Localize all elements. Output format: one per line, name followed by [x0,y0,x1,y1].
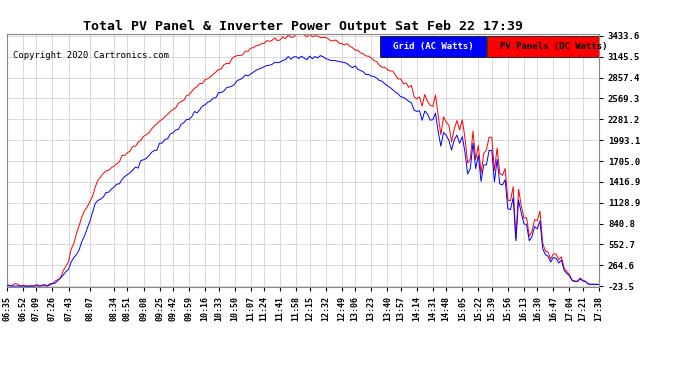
FancyBboxPatch shape [380,36,486,57]
Text: PV Panels (DC Watts): PV Panels (DC Watts) [500,42,607,51]
FancyBboxPatch shape [487,36,620,57]
Title: Total PV Panel & Inverter Power Output Sat Feb 22 17:39: Total PV Panel & Inverter Power Output S… [83,20,523,33]
Text: Copyright 2020 Cartronics.com: Copyright 2020 Cartronics.com [13,51,168,60]
Text: Grid (AC Watts): Grid (AC Watts) [393,42,473,51]
